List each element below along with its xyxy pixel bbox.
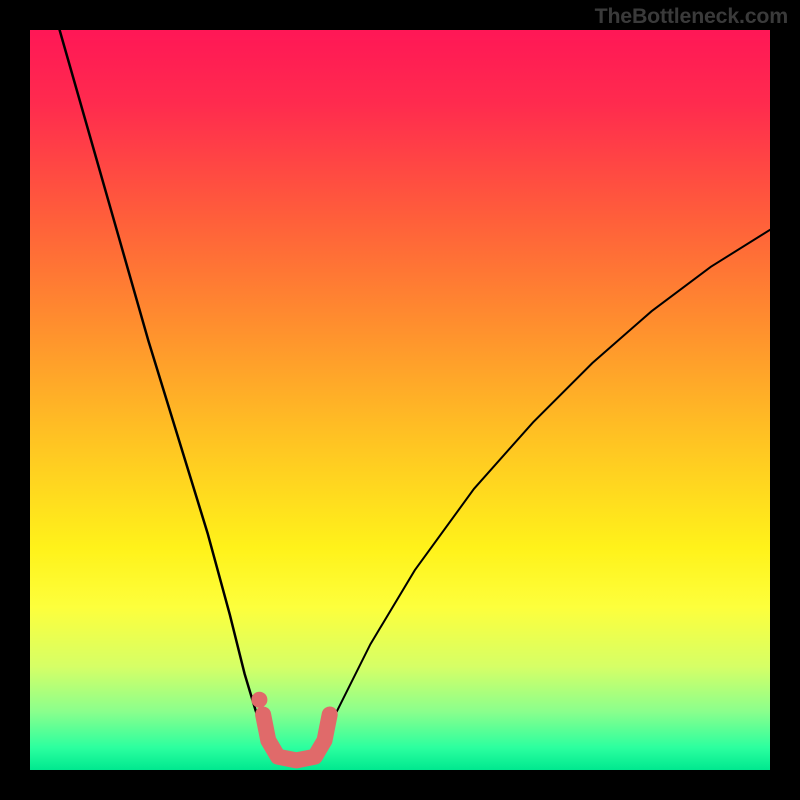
trough-start-dot [251,692,267,708]
watermark-text: TheBottleneck.com [595,4,788,29]
gradient-background [30,30,770,770]
chart-frame: TheBottleneck.com [0,0,800,800]
plot-area [30,30,770,770]
plot-svg [30,30,770,770]
